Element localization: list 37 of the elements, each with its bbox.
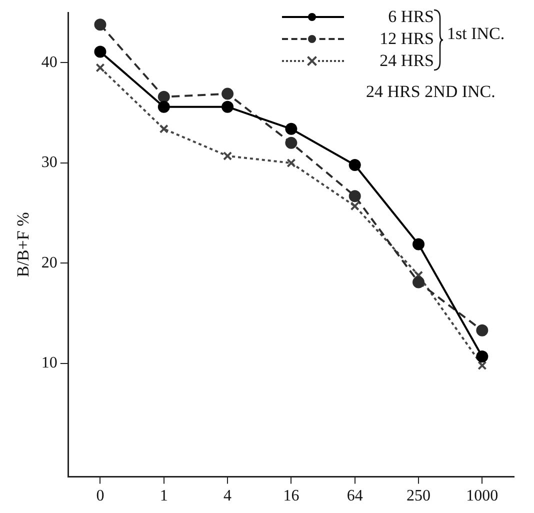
text: 6 HRS	[387, 7, 434, 27]
point	[285, 136, 298, 149]
point	[478, 360, 487, 370]
legend-label: 12 HRS	[378, 29, 434, 49]
point	[350, 202, 360, 211]
point	[348, 158, 361, 171]
point	[412, 276, 425, 288]
point	[412, 238, 425, 250]
point	[94, 18, 106, 31]
x-tick-label: 0	[96, 488, 104, 505]
x-tick-label: 64	[346, 488, 363, 505]
point	[96, 63, 105, 72]
x-tick-label: 1	[160, 488, 168, 505]
x-tick-label: 1000	[466, 488, 498, 505]
point	[158, 90, 170, 103]
x-tick-label: 16	[283, 488, 300, 505]
x-tick-label: 250	[406, 488, 431, 505]
point	[476, 324, 488, 336]
point	[222, 88, 234, 100]
point	[159, 124, 168, 134]
point	[94, 46, 106, 58]
y-axis-title: B/B+F %	[14, 212, 33, 278]
y-tick-label: 20	[41, 254, 58, 272]
y-tick-label: 40	[41, 54, 58, 71]
point	[476, 350, 488, 362]
point	[222, 100, 234, 113]
y-tick-label: 10	[41, 354, 58, 372]
y-tick-label: 30	[41, 154, 58, 172]
point	[285, 122, 298, 135]
point	[286, 158, 296, 168]
point	[223, 151, 232, 161]
point	[348, 190, 361, 202]
annotation: 1st INC.	[447, 24, 505, 44]
point	[158, 100, 170, 113]
annotation: 24 HRS 2ND INC.	[366, 82, 496, 102]
legend-label: 24 HRS	[378, 51, 434, 71]
x-tick-label: 4	[224, 488, 232, 505]
